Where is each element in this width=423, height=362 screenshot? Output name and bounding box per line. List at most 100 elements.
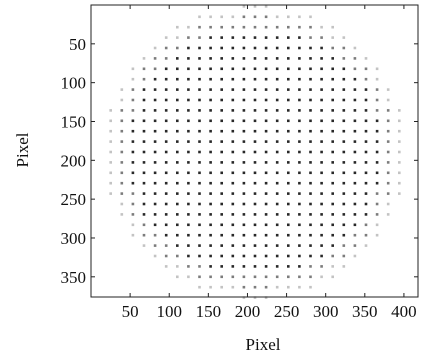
spot (265, 172, 268, 175)
spot (109, 172, 112, 175)
spot (198, 276, 201, 279)
spot (387, 99, 390, 102)
spot (220, 224, 223, 227)
spot (254, 244, 257, 247)
spot (276, 88, 279, 91)
spot (121, 182, 124, 185)
spot (209, 99, 212, 102)
spot (220, 244, 223, 247)
spot (232, 140, 235, 143)
spot (320, 26, 323, 29)
spot (365, 203, 368, 206)
spot (198, 99, 201, 102)
spot (265, 120, 268, 123)
spot (265, 78, 268, 81)
spot (331, 203, 334, 206)
spot (287, 203, 290, 206)
spot (243, 213, 246, 216)
spot (154, 151, 157, 154)
spot (343, 265, 346, 268)
spot (220, 109, 223, 112)
spot (176, 234, 179, 237)
spot (309, 213, 312, 216)
spot (276, 140, 279, 143)
spot (165, 78, 168, 81)
spot (365, 99, 368, 102)
spot (109, 192, 112, 195)
spot (298, 276, 301, 279)
spot (254, 286, 257, 289)
spot (154, 140, 157, 143)
spot (309, 120, 312, 123)
spot (176, 78, 179, 81)
spot (298, 140, 301, 143)
spot (287, 36, 290, 39)
spot (331, 234, 334, 237)
spot (331, 109, 334, 112)
spot (320, 47, 323, 50)
spot (265, 276, 268, 279)
y-tick-label: 350 (61, 268, 87, 287)
spot (198, 88, 201, 91)
spot (165, 109, 168, 112)
spot (387, 161, 390, 164)
spot (376, 120, 379, 123)
spot (320, 140, 323, 143)
spot (376, 140, 379, 143)
spot (398, 140, 401, 143)
spot (165, 244, 168, 247)
spot (198, 57, 201, 60)
spot (176, 47, 179, 50)
spot (243, 151, 246, 154)
spot (343, 203, 346, 206)
spot (331, 36, 334, 39)
spot (198, 120, 201, 123)
spot (243, 192, 246, 195)
spot (276, 130, 279, 133)
spot (287, 192, 290, 195)
spot (143, 120, 146, 123)
spot (176, 88, 179, 91)
spot (187, 151, 190, 154)
spot (209, 224, 212, 227)
spot (198, 130, 201, 133)
spot (187, 140, 190, 143)
spot (387, 151, 390, 154)
spot (154, 224, 157, 227)
spot (154, 182, 157, 185)
spot (376, 213, 379, 216)
spot (132, 192, 135, 195)
spot (254, 140, 257, 143)
spot (265, 265, 268, 268)
spot (320, 276, 323, 279)
spot (232, 234, 235, 237)
spot (343, 161, 346, 164)
spot (287, 265, 290, 268)
spot (398, 151, 401, 154)
spot (220, 26, 223, 29)
spot (243, 161, 246, 164)
spot (187, 36, 190, 39)
spot (198, 151, 201, 154)
spot (298, 78, 301, 81)
spot (354, 88, 357, 91)
spot (365, 213, 368, 216)
spot (365, 78, 368, 81)
spot (265, 16, 268, 19)
spot (220, 36, 223, 39)
spot (287, 161, 290, 164)
spot (254, 213, 257, 216)
spot (198, 26, 201, 29)
spot (276, 57, 279, 60)
spot (376, 88, 379, 91)
spot (254, 120, 257, 123)
spot (309, 151, 312, 154)
spot (143, 234, 146, 237)
spot (165, 213, 168, 216)
spot (276, 234, 279, 237)
spot (265, 286, 268, 289)
spot (243, 26, 246, 29)
spot (365, 130, 368, 133)
spot (143, 172, 146, 175)
spot (298, 203, 301, 206)
